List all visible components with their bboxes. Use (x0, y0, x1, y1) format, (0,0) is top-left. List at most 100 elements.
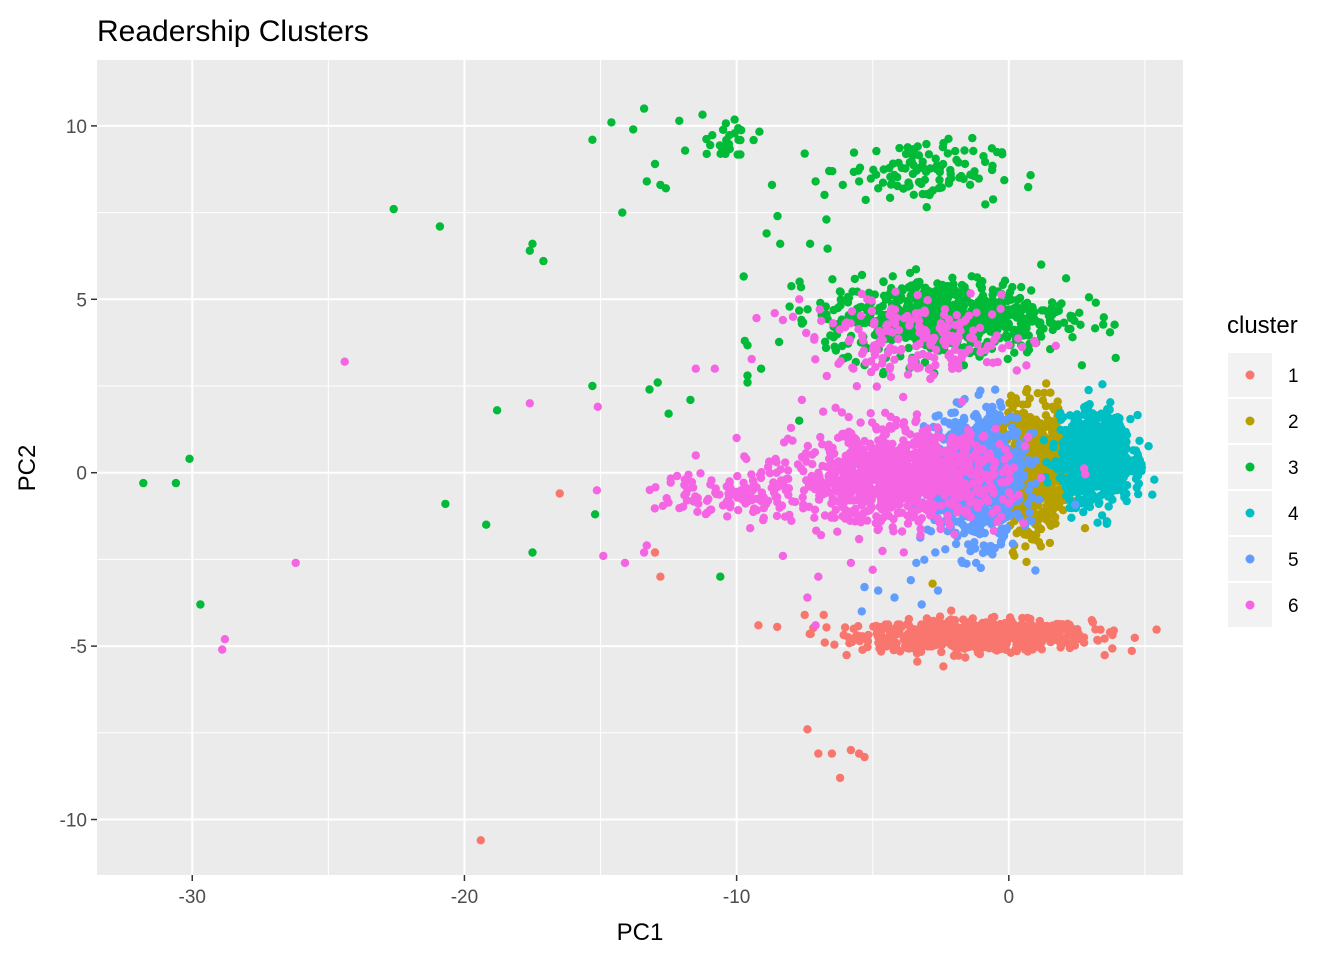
point-series-3 (957, 171, 966, 181)
point-series-3 (958, 281, 967, 291)
point-series-1 (1035, 616, 1045, 626)
point-series-2 (1058, 506, 1068, 515)
point-series-5 (890, 593, 899, 602)
point-series-5 (1071, 500, 1080, 509)
point-series-3 (838, 180, 847, 190)
point-series-4 (1106, 487, 1116, 496)
point-series-3 (872, 146, 881, 156)
point-series-3 (905, 158, 914, 167)
point-series-1 (913, 657, 922, 666)
point-series-2 (1017, 420, 1026, 429)
point-series-4 (1093, 518, 1102, 527)
point-series-3 (767, 180, 777, 190)
point-series-3 (901, 333, 910, 342)
point-series-2 (1045, 538, 1055, 548)
point-series-2 (1019, 409, 1029, 418)
point-series-3 (708, 131, 717, 140)
point-series-3 (944, 179, 954, 188)
point-series-3 (946, 165, 955, 175)
point-series-6 (854, 534, 864, 544)
point-series-3 (879, 165, 888, 174)
point-series-3 (730, 115, 739, 124)
point-series-3 (878, 178, 888, 187)
point-series-1 (1033, 642, 1042, 651)
point-series-6 (916, 530, 925, 540)
point-series-3 (992, 147, 1002, 157)
point-series-3 (774, 337, 784, 347)
point-series-6 (991, 424, 1001, 433)
point-series-5 (959, 521, 969, 531)
point-series-1 (1018, 635, 1027, 645)
point-series-4 (1084, 385, 1093, 395)
point-series-6 (950, 530, 959, 539)
point-series-1 (805, 629, 814, 639)
point-series-3 (715, 141, 725, 150)
point-series-3 (931, 154, 940, 163)
point-series-3 (800, 149, 809, 158)
point-series-3 (821, 343, 831, 353)
point-series-3 (922, 139, 931, 149)
point-series-1 (819, 610, 828, 620)
point-series-6 (1005, 467, 1014, 476)
point-series-1 (822, 623, 831, 632)
point-series-4 (1132, 483, 1142, 492)
point-series-1 (875, 644, 884, 653)
point-series-1 (1056, 625, 1065, 634)
point-series-5 (972, 412, 982, 421)
point-series-3 (607, 118, 616, 127)
point-series-4 (1104, 421, 1113, 430)
point-series-3 (874, 184, 883, 193)
point-series-1 (903, 644, 912, 653)
point-series-3 (1053, 321, 1062, 331)
point-series-3 (653, 378, 662, 387)
point-series-2 (1053, 397, 1062, 406)
point-series-5 (874, 586, 883, 595)
point-series-3 (492, 406, 502, 415)
point-series-4 (1071, 425, 1080, 434)
point-series-5 (857, 607, 866, 616)
point-series-1 (927, 641, 936, 651)
point-series-4 (1137, 463, 1147, 472)
point-series-1 (913, 636, 922, 645)
point-series-6 (981, 485, 991, 494)
point-series-6 (973, 454, 982, 463)
point-series-3 (949, 300, 959, 309)
point-series-4 (1111, 424, 1120, 433)
point-series-3 (903, 143, 912, 152)
point-series-1 (864, 630, 873, 640)
point-series-5 (860, 582, 869, 592)
point-series-3 (645, 385, 654, 394)
point-series-1 (1108, 630, 1117, 640)
point-series-3 (1004, 307, 1013, 317)
point-series-1 (949, 651, 959, 660)
point-series-3 (917, 179, 926, 189)
point-series-3 (888, 272, 897, 281)
point-series-1 (1152, 625, 1161, 634)
point-series-4 (1055, 473, 1065, 483)
point-series-6 (908, 440, 918, 449)
point-series-3 (528, 548, 537, 557)
point-series-3 (886, 180, 896, 189)
point-series-3 (904, 343, 913, 353)
point-series-3 (740, 336, 749, 346)
point-series-3 (866, 174, 876, 183)
point-series-1 (935, 632, 944, 641)
point-series-6 (958, 437, 967, 446)
point-series-2 (1043, 487, 1052, 496)
point-series-3 (923, 318, 932, 327)
point-series-3 (897, 163, 906, 173)
point-series-3 (998, 280, 1007, 290)
point-series-3 (857, 270, 867, 280)
point-series-1 (827, 749, 837, 758)
point-series-5 (931, 548, 940, 557)
point-series-3 (932, 161, 942, 170)
point-series-3 (528, 239, 537, 248)
point-series-3 (922, 203, 931, 212)
point-series-4 (1104, 502, 1113, 511)
point-series-3 (850, 274, 859, 284)
point-series-6 (861, 455, 871, 465)
point-series-1 (1037, 635, 1047, 645)
point-series-3 (820, 190, 829, 200)
point-series-1 (1026, 614, 1035, 624)
point-series-3 (171, 478, 181, 488)
